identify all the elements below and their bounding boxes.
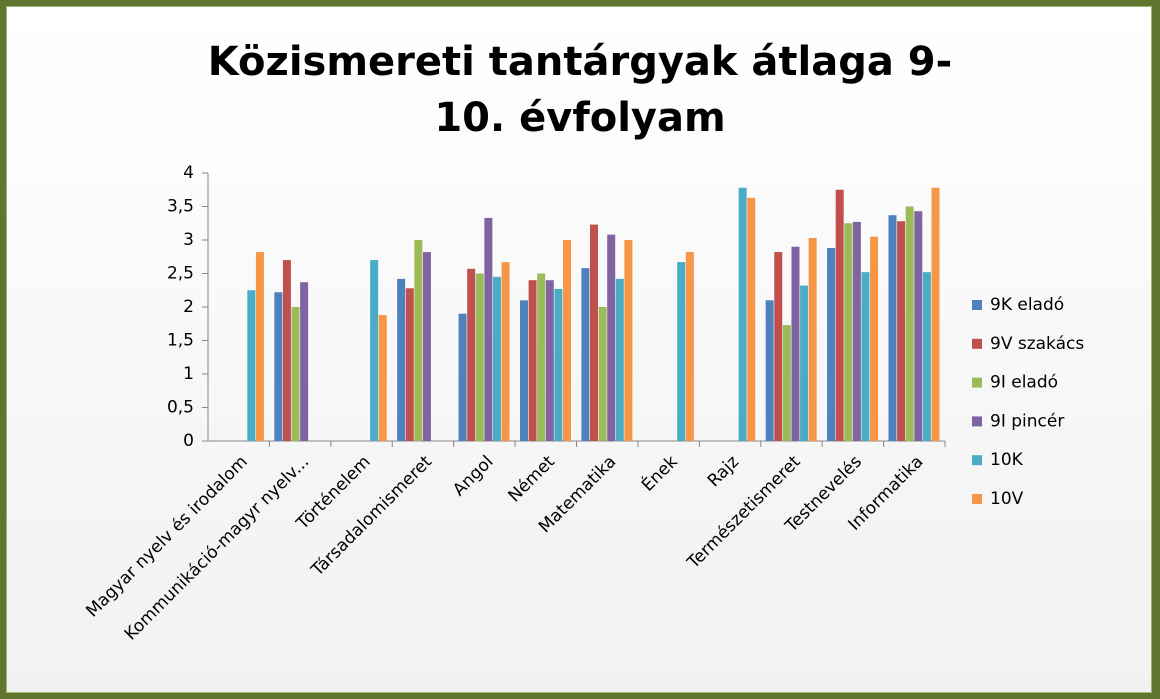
- bar: [677, 262, 686, 441]
- y-tick-label: 3,5: [167, 197, 194, 217]
- bar: [581, 268, 590, 441]
- bar: [888, 215, 897, 441]
- bar: [774, 252, 783, 441]
- bar: [782, 325, 791, 441]
- bar: [765, 300, 774, 441]
- bar: [835, 189, 844, 441]
- legend-label: 10K: [990, 450, 1024, 470]
- bar: [897, 221, 906, 441]
- legend-label: 9I pincér: [990, 411, 1064, 431]
- bar: [255, 252, 264, 441]
- bar: [492, 276, 501, 441]
- legend-swatch: [972, 416, 982, 427]
- legend-swatch: [972, 300, 982, 310]
- legend-swatch: [972, 338, 982, 349]
- x-tick-label: Angol: [449, 452, 497, 500]
- bar: [519, 300, 528, 441]
- bar: [562, 240, 571, 441]
- y-tick-label: 1,5: [167, 331, 194, 351]
- legend-swatch: [972, 377, 982, 388]
- bar: [914, 211, 923, 441]
- bar: [484, 217, 493, 441]
- x-tick-label: Természetismeret: [683, 452, 805, 574]
- bar: [870, 236, 879, 441]
- chart-area: [6, 6, 1152, 693]
- bar: [528, 280, 537, 441]
- y-tick-label: 1: [183, 364, 194, 384]
- bar: [247, 290, 256, 441]
- bar: [291, 307, 300, 441]
- y-tick-label: 4: [183, 163, 194, 183]
- bar: [844, 223, 853, 441]
- bar: [545, 280, 554, 441]
- bar: [615, 278, 624, 441]
- y-tick-label: 2: [183, 297, 194, 317]
- bar: [475, 273, 484, 441]
- bar: [624, 240, 633, 441]
- bar: [590, 224, 599, 441]
- y-tick-label: 3: [183, 230, 194, 250]
- bar: [738, 187, 747, 441]
- bar: [414, 240, 423, 441]
- legend-label: 9V szakács: [990, 334, 1084, 354]
- legend-label: 10V: [990, 489, 1024, 509]
- bar: [905, 206, 914, 441]
- legend-label: 9I eladó: [990, 373, 1058, 393]
- bar: [501, 262, 510, 441]
- bar: [808, 237, 817, 441]
- legend-swatch: [972, 494, 982, 504]
- bar: [467, 268, 476, 441]
- bar: [685, 252, 694, 441]
- bar: [861, 272, 870, 441]
- x-tick-label: Rajz: [704, 452, 743, 491]
- bar: [537, 273, 546, 441]
- bar: [931, 187, 940, 441]
- bar: [598, 307, 607, 441]
- chart-title: Közismereti tantárgyak átlaga 9-10. évfo…: [207, 39, 953, 141]
- legend-swatch: [972, 455, 982, 466]
- bar: [282, 260, 291, 441]
- bar: [370, 260, 379, 441]
- y-tick-label: 2,5: [167, 264, 194, 284]
- bar: [554, 288, 563, 441]
- bar: [300, 282, 309, 441]
- y-tick-label: 0,5: [167, 398, 194, 418]
- bar: [405, 288, 414, 441]
- legend-label: 9K eladó: [990, 295, 1064, 315]
- x-tick-label: Német: [505, 452, 560, 507]
- x-tick-label: Társadalomismeret: [307, 452, 436, 581]
- bar: [747, 197, 756, 441]
- bar: [422, 252, 431, 441]
- bar: [397, 278, 406, 441]
- bar: [800, 285, 809, 441]
- bar: [607, 234, 616, 441]
- bar: [852, 221, 861, 441]
- bar: [791, 246, 800, 441]
- bar: [827, 248, 836, 441]
- bar: [922, 272, 931, 441]
- x-tick-label: Ének: [637, 450, 682, 495]
- bar: [458, 313, 467, 441]
- bar: [274, 292, 283, 441]
- y-tick-label: 0: [183, 431, 194, 451]
- bar: [378, 315, 387, 441]
